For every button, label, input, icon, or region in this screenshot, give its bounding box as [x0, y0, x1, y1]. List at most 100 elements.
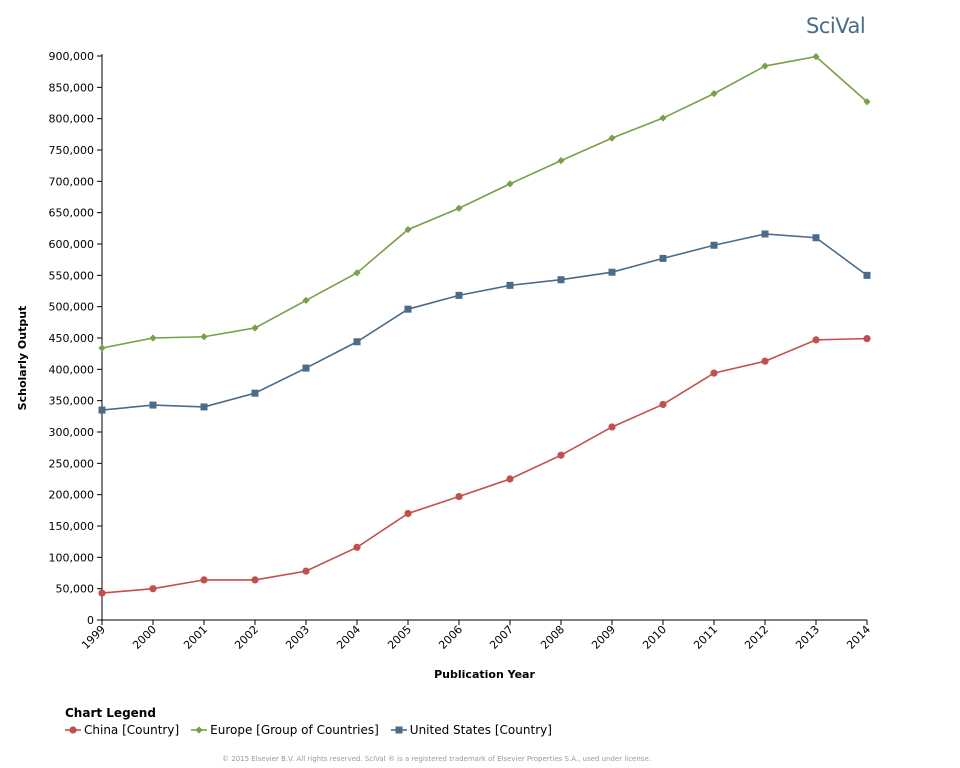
legend-item-china[interactable]: China [Country] — [65, 723, 179, 737]
legend-marker-icon — [191, 726, 208, 734]
data-point[interactable] — [455, 291, 463, 299]
data-point[interactable] — [98, 406, 106, 414]
legend-label: United States [Country] — [409, 723, 552, 737]
data-point[interactable] — [149, 401, 157, 409]
data-point[interactable] — [200, 403, 208, 411]
x-tick-label: 1999 — [79, 623, 108, 652]
legend-label: Europe [Group of Countries] — [210, 723, 379, 737]
legend-label: China [Country] — [84, 723, 180, 737]
data-point[interactable] — [149, 585, 157, 593]
series-line[interactable] — [101, 233, 868, 411]
data-point[interactable] — [149, 334, 157, 342]
x-tick-label: 2005 — [385, 623, 414, 652]
series-europe — [98, 53, 871, 352]
data-point[interactable] — [353, 338, 361, 346]
data-point[interactable] — [659, 254, 667, 262]
legend-marker — [69, 726, 77, 734]
data-point[interactable] — [98, 344, 106, 352]
x-axis-title: Publication Year — [434, 668, 535, 681]
series-line[interactable] — [101, 55, 868, 349]
y-tick-label: 100,000 — [49, 551, 95, 564]
x-tick-label: 2011 — [691, 623, 720, 652]
copyright-notice: © 2015 Elsevier B.V. All rights reserved… — [222, 755, 651, 763]
data-point[interactable] — [608, 268, 616, 276]
series-line[interactable] — [101, 337, 868, 594]
y-tick-label: 500,000 — [49, 301, 95, 314]
legend-item-europe[interactable]: Europe [Group of Countries] — [191, 723, 379, 737]
y-tick-label: 650,000 — [49, 207, 95, 220]
data-point[interactable] — [557, 276, 565, 284]
data-point[interactable] — [608, 423, 616, 431]
y-tick-label: 900,000 — [49, 50, 95, 63]
y-tick-label: 700,000 — [49, 175, 95, 188]
chart-legend: Chart Legend China [Country] Europe [Grou… — [65, 706, 552, 737]
data-point[interactable] — [506, 475, 514, 483]
legend-marker — [195, 726, 203, 734]
y-tick-label: 450,000 — [49, 332, 95, 345]
x-tick-label: 2013 — [793, 623, 822, 652]
data-point[interactable] — [353, 269, 361, 277]
data-point[interactable] — [659, 400, 667, 409]
scival-logo: SciVal — [806, 14, 866, 38]
data-point[interactable] — [761, 357, 769, 365]
y-tick-label: 300,000 — [49, 426, 95, 439]
x-tick-label: 2003 — [283, 623, 312, 652]
y-tick-label: 150,000 — [49, 520, 95, 533]
x-tick-label: 2008 — [538, 623, 567, 652]
data-point[interactable] — [659, 114, 667, 122]
data-point[interactable] — [302, 364, 310, 372]
x-tick-label: 2001 — [181, 623, 210, 652]
y-tick-label: 550,000 — [49, 269, 95, 282]
x-tick-label: 2004 — [334, 623, 363, 652]
legend-title: Chart Legend — [65, 706, 156, 720]
data-point[interactable] — [812, 234, 820, 242]
data-point[interactable] — [251, 389, 259, 397]
y-tick-label: 750,000 — [49, 144, 95, 157]
data-point[interactable] — [812, 53, 820, 61]
data-point[interactable] — [710, 241, 718, 249]
x-tick-label: 2007 — [487, 623, 516, 652]
x-tick-label: 2006 — [436, 623, 465, 652]
data-point[interactable] — [863, 335, 871, 343]
y-tick-label: 400,000 — [49, 363, 95, 376]
data-point[interactable] — [506, 180, 514, 188]
y-tick-label: 250,000 — [49, 457, 95, 470]
data-point[interactable] — [761, 62, 769, 70]
data-point[interactable] — [506, 281, 514, 289]
data-point[interactable] — [608, 134, 616, 142]
data-point[interactable] — [557, 451, 565, 459]
series-layer — [98, 53, 871, 597]
data-point[interactable] — [251, 576, 259, 584]
series-china — [98, 335, 871, 597]
data-point[interactable] — [557, 157, 565, 165]
data-point[interactable] — [200, 576, 208, 584]
y-tick-label: 0 — [87, 614, 94, 627]
data-point[interactable] — [455, 492, 463, 501]
data-point[interactable] — [302, 567, 310, 575]
y-tick-label: 850,000 — [49, 81, 95, 94]
data-point[interactable] — [863, 98, 871, 106]
data-point[interactable] — [404, 305, 412, 313]
data-point[interactable] — [863, 271, 871, 279]
x-tick-label: 2014 — [844, 623, 873, 652]
x-tick-label: 2010 — [640, 623, 669, 652]
y-tick-label: 50,000 — [56, 583, 95, 596]
data-point[interactable] — [302, 296, 310, 304]
data-point[interactable] — [455, 204, 463, 212]
data-point[interactable] — [710, 369, 718, 377]
data-point[interactable] — [812, 336, 820, 344]
legend-item-united-states[interactable]: United States [Country] — [390, 723, 552, 737]
data-point[interactable] — [404, 225, 412, 234]
data-point[interactable] — [200, 333, 208, 341]
legend-items: China [Country] Europe [Group of Countrie… — [65, 723, 552, 737]
data-point[interactable] — [251, 324, 259, 332]
y-tick-label: 800,000 — [49, 113, 95, 126]
data-point[interactable] — [761, 230, 769, 238]
data-point[interactable] — [98, 589, 106, 597]
y-tick-label: 200,000 — [49, 489, 95, 502]
data-point[interactable] — [353, 543, 361, 551]
x-tick-label: 2002 — [232, 623, 261, 652]
y-tick-label: 350,000 — [49, 395, 95, 408]
data-point[interactable] — [404, 509, 412, 518]
data-point[interactable] — [710, 90, 718, 98]
